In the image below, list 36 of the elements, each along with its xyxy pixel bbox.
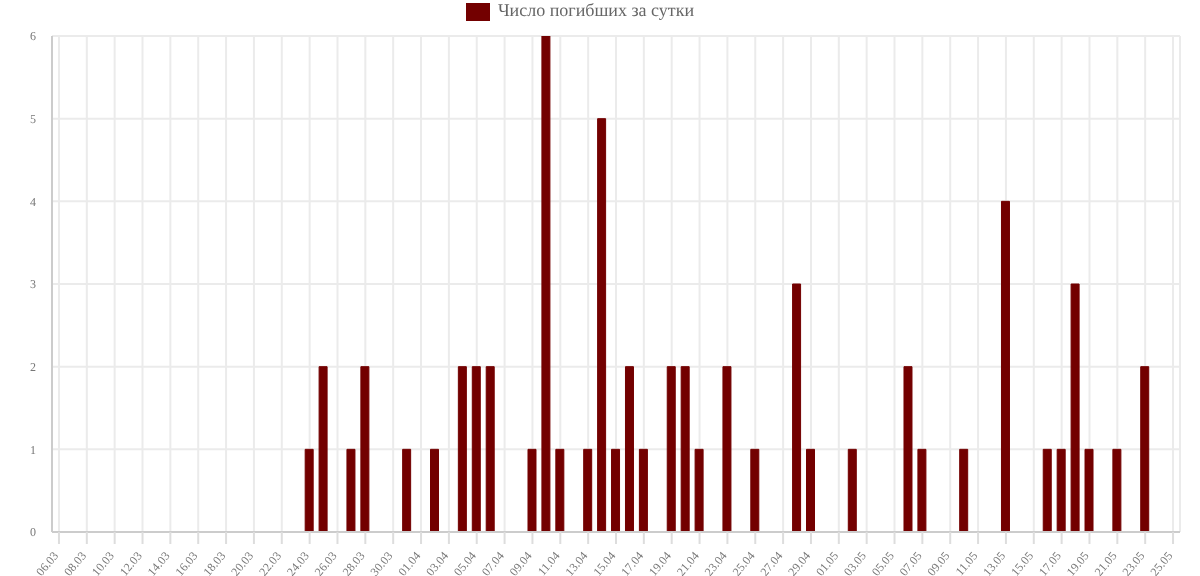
bar [304,448,314,532]
bar [624,366,634,532]
bar [402,448,412,532]
bar [555,448,565,532]
bar [611,448,621,532]
bar [541,36,551,532]
bar [792,283,802,532]
bar [1056,448,1066,532]
bar [959,448,969,532]
bar [1140,366,1150,532]
legend-label: Число погибших за сутки [497,0,695,21]
bar [1042,448,1052,532]
bar [583,448,593,532]
bar [1084,448,1094,532]
bar [694,448,704,532]
bar [917,448,927,532]
bar [471,366,481,532]
bar [847,448,857,532]
bar [457,366,467,532]
bar [597,118,607,532]
bar [680,366,690,532]
bar [666,366,676,532]
bar [722,366,732,532]
bar [806,448,816,532]
bar [638,448,648,532]
bar [1070,283,1080,532]
bar [318,366,328,532]
bar [527,448,537,532]
bar [1112,448,1122,532]
bar [903,366,913,532]
bar [1000,200,1010,532]
bar [360,366,370,532]
bar [750,448,760,532]
bar [485,366,495,532]
bar [430,448,440,532]
bar [346,448,356,532]
